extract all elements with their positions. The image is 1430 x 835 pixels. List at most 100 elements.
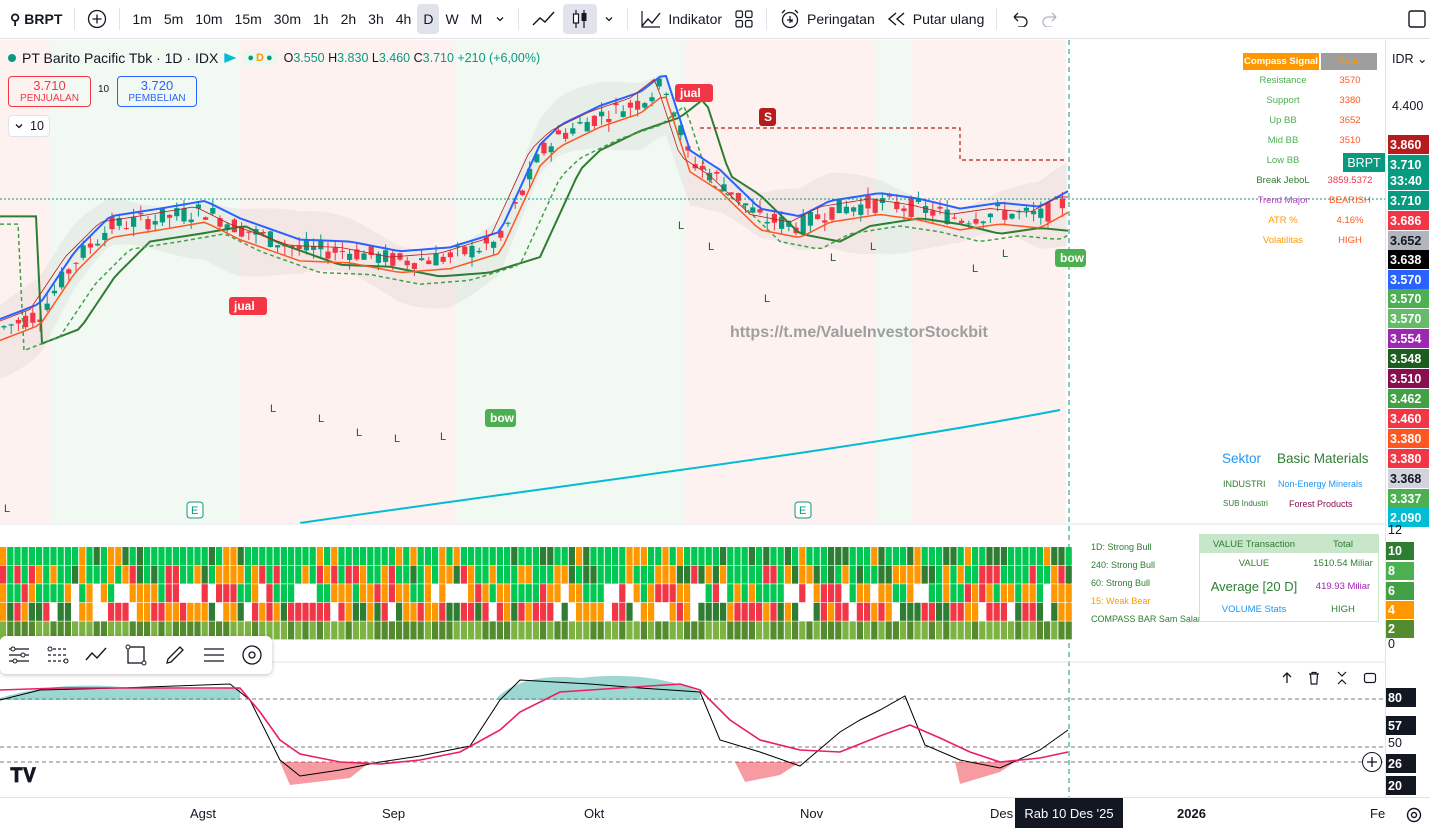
compass-bar-cell — [446, 584, 453, 603]
compass-bar-cell — [972, 621, 979, 640]
compass-bar-cell — [194, 621, 201, 640]
candle — [224, 224, 230, 231]
interval-3h[interactable]: 3h — [368, 11, 384, 27]
candle — [303, 240, 309, 251]
compass-bar-cell — [792, 602, 799, 621]
candle — [390, 253, 396, 266]
compass-bar-cell — [165, 602, 172, 621]
compass-bar-cell — [900, 565, 907, 584]
candle — [239, 226, 245, 237]
fullscreen-button[interactable] — [1400, 4, 1430, 34]
compass-bar-cell — [338, 565, 345, 584]
text-tool-button[interactable] — [201, 642, 227, 668]
candle-chart-button[interactable] — [563, 4, 598, 34]
compass-bar-cell — [187, 602, 194, 621]
interval-15m[interactable]: 15m — [234, 11, 262, 27]
replay-button[interactable]: Putar ulang — [881, 4, 991, 34]
compass-bar-cell — [540, 602, 547, 621]
compass-bar-cell — [532, 547, 539, 565]
interval-dropdown-button[interactable] — [488, 4, 512, 34]
interval-d[interactable]: D — [417, 4, 440, 34]
candle — [332, 247, 338, 253]
measure-tool-button[interactable] — [239, 642, 265, 668]
candle — [138, 212, 144, 215]
line-chart-button[interactable] — [525, 4, 563, 34]
chart-type-dropdown-button[interactable] — [597, 4, 621, 34]
compass-bar-cell — [144, 621, 151, 640]
shape-tool-button[interactable] — [123, 642, 149, 668]
compass-bar-cell — [352, 602, 359, 621]
time-axis[interactable]: Fe 2026 Des Nov Okt Sep Agst Rab 10 Des '25 — [0, 797, 1430, 835]
compass-row-label: Mid BB — [1267, 134, 1299, 146]
compass-bar-cell — [835, 602, 842, 621]
compass-bar-cell — [14, 547, 21, 565]
alerts-button[interactable]: Peringatan — [773, 4, 881, 34]
collapse-pane-button[interactable] — [1331, 667, 1353, 689]
interval-5m[interactable]: 5m — [163, 11, 184, 27]
compass-bar-cell — [1022, 602, 1029, 621]
compass-bar-cell — [662, 621, 669, 640]
undo-button[interactable] — [1003, 4, 1035, 34]
compass-bar-cell — [561, 547, 568, 565]
interval-10m[interactable]: 10m — [195, 11, 223, 27]
price-axis[interactable]: IDR ⌄ 4.400 3.860 3.710 33:40 3.710 3.686 3.6… — [1385, 40, 1430, 797]
candle — [440, 256, 446, 262]
interval-w[interactable]: W — [445, 11, 459, 27]
compass-bar-cell — [187, 547, 194, 565]
indicators-collapse-button[interactable]: 10 — [8, 115, 50, 137]
compass-bar-cell — [21, 584, 28, 603]
time-label: 2026 — [1177, 806, 1206, 821]
maximize-pane-button[interactable] — [1359, 667, 1381, 689]
interval-m[interactable]: M — [470, 11, 483, 27]
trendline-tool-button[interactable] — [6, 642, 32, 668]
brush-tool-button[interactable] — [162, 642, 188, 668]
compass-bar-cell — [79, 621, 86, 640]
compass-bar-cell — [842, 565, 849, 584]
chart-canvas[interactable]: jual jual bow bow S L L L L L L L L L L L L L E Ehttps://t.… — [0, 40, 1385, 797]
interval-1h[interactable]: 1h — [313, 11, 329, 27]
compass-bar-cell — [403, 602, 410, 621]
move-pane-up-button[interactable] — [1276, 667, 1298, 689]
osc-oversold-fill — [735, 762, 800, 782]
compass-bar-cell — [194, 584, 201, 603]
compass-bar-cell — [1022, 565, 1029, 584]
compass-bar-cell — [756, 547, 763, 565]
osc-overbought-fill — [495, 675, 700, 700]
compass-bar-cell — [50, 602, 57, 621]
compass-bar-cell — [201, 602, 208, 621]
redo-button[interactable] — [1035, 4, 1067, 34]
interval-1m[interactable]: 1m — [132, 11, 152, 27]
alerts-label: Peringatan — [807, 11, 875, 27]
settings-gear-button[interactable] — [1405, 806, 1423, 824]
compass-bar-cell — [144, 602, 151, 621]
fib-tool-button[interactable] — [45, 642, 71, 668]
compass-bar-cell — [338, 547, 345, 565]
compass-row: ATR % 4.16% — [1243, 210, 1377, 230]
compass-bar-cell — [50, 547, 57, 565]
compass-bar-cell — [770, 621, 777, 640]
compass-bar-cell — [648, 602, 655, 621]
compass-bar-cell — [734, 602, 741, 621]
delete-pane-button[interactable] — [1303, 667, 1325, 689]
interval-30m[interactable]: 30m — [273, 11, 301, 27]
indicators-button[interactable]: Indikator — [634, 4, 728, 34]
currency-selector[interactable]: IDR ⌄ — [1392, 52, 1428, 66]
compare-add-button[interactable] — [81, 4, 113, 34]
compass-bar-cell — [1022, 621, 1029, 640]
compass-bar-cell — [28, 602, 35, 621]
pattern-tool-button[interactable] — [84, 642, 110, 668]
layouts-button[interactable] — [728, 4, 760, 34]
compass-bar-label: 240: Strong Bull — [1091, 560, 1156, 570]
symbol-search-button[interactable]: ⚲ BRPT — [0, 4, 68, 34]
sell-button[interactable]: 3.710 PENJUALAN — [8, 76, 91, 107]
buy-button[interactable]: 3.720 PEMBELIAN — [117, 76, 197, 107]
interval-2h[interactable]: 2h — [340, 11, 357, 27]
interval-4h[interactable]: 4h — [395, 11, 412, 27]
compass-bar-cell — [907, 621, 914, 640]
compass-bar-cell — [64, 584, 71, 603]
compass-bar-cell — [439, 621, 446, 640]
compass-bar-cell — [252, 547, 259, 565]
add-pane-button[interactable] — [1362, 752, 1382, 772]
compass-bar-cell — [576, 621, 583, 640]
